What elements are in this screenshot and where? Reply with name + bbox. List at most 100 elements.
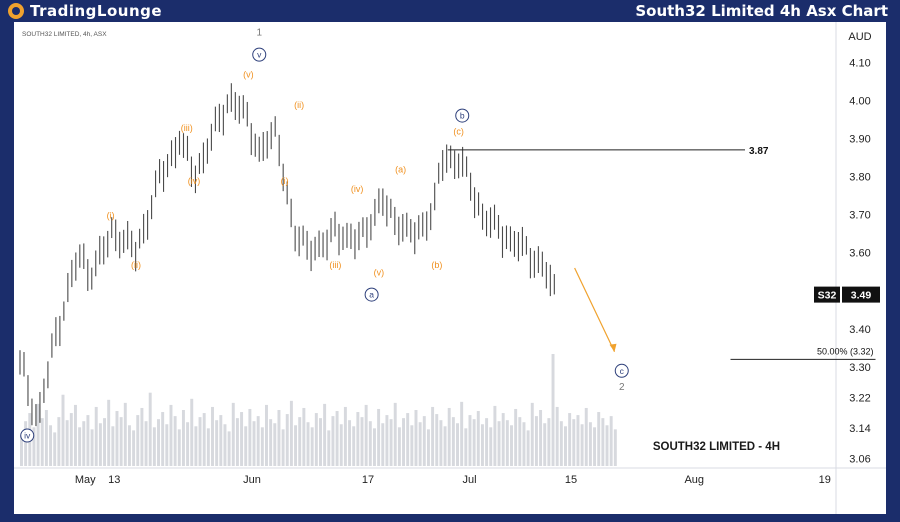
volume-bar: [331, 416, 335, 466]
volume-bar: [177, 429, 181, 466]
volume-bar: [377, 408, 381, 466]
volume-bar: [601, 418, 605, 466]
wave-label-minor: (iii): [329, 260, 341, 270]
volume-bar: [588, 422, 592, 466]
volume-bar: [559, 421, 563, 466]
volume-bar: [613, 429, 617, 466]
watermark-label: SOUTH32 LIMITED - 4H: [653, 441, 780, 453]
wave-circle: [455, 108, 470, 123]
volume-bar: [231, 402, 235, 466]
volume-bar: [372, 428, 376, 466]
volume-bar: [323, 403, 327, 466]
wave-label-minor: (b): [431, 260, 442, 270]
volume-bar: [65, 420, 69, 466]
volume-bar: [310, 427, 314, 466]
volume-bar: [198, 417, 202, 466]
volume-bar: [456, 423, 459, 466]
volume-bar: [539, 410, 543, 466]
last-price-badge: [842, 286, 880, 303]
wave-label-circled: v: [257, 50, 262, 60]
x-tick-label: Jul: [462, 474, 476, 486]
volume-bar: [468, 415, 472, 466]
volume-bar: [547, 418, 551, 466]
volume-bar: [343, 406, 347, 466]
wave-label-circled: c: [620, 366, 625, 376]
volume-bar: [53, 432, 57, 466]
volume-bar: [194, 426, 198, 466]
wave-label-minor: (iv): [351, 184, 364, 194]
volume-bar: [426, 429, 430, 466]
price-chart[interactable]: SOUTH32 LIMITED, 4h, ASX SOUTH32 LIMITED …: [14, 22, 886, 514]
y-tick-label: 3.70: [849, 210, 870, 222]
volume-bar: [36, 403, 40, 466]
volume-bar: [460, 401, 464, 466]
volume-bar: [289, 400, 293, 466]
volume-bar: [136, 415, 140, 466]
volume-bar: [555, 406, 559, 466]
projection-arrow: [574, 267, 616, 352]
volume-bar: [94, 406, 98, 466]
wave-label-minor: (iv): [188, 176, 201, 186]
volume-bar: [493, 405, 497, 466]
volume-bar: [418, 422, 422, 466]
reference-label: 3.87: [749, 146, 769, 157]
chart-title: South32 Limited 4h Asx Chart: [635, 2, 888, 20]
x-tick-label: Jun: [243, 474, 261, 486]
volume-bar: [505, 420, 509, 466]
volume-bar: [260, 427, 264, 466]
volume-bar: [410, 425, 414, 466]
volume-bar: [422, 416, 426, 466]
y-tick-label: 3.14: [849, 423, 870, 435]
volume-bar: [119, 417, 123, 466]
volume-bar: [368, 421, 372, 466]
wave-label-circled: iv: [24, 431, 31, 441]
volume-bar: [173, 416, 177, 466]
volume-bar: [57, 417, 61, 466]
volume-bar: [165, 424, 169, 466]
chart-panel: SOUTH32 LIMITED, 4h, ASX SOUTH32 LIMITED …: [14, 22, 886, 514]
wave-label-primary: 2: [619, 382, 625, 393]
volume-bar: [564, 426, 567, 466]
volume-bar: [339, 424, 343, 466]
volume-bar: [551, 354, 555, 466]
y-tick-label: 3.22: [849, 392, 870, 404]
volume-bar: [314, 413, 318, 466]
volume-bar: [44, 410, 48, 466]
footer-bar: [0, 514, 900, 522]
volume-bar: [248, 408, 252, 466]
ticker-label: S32: [818, 290, 837, 302]
volume-bar: [497, 421, 501, 466]
volume-bar: [98, 423, 102, 466]
volume-bar: [227, 431, 231, 466]
volume-bar: [381, 423, 385, 466]
volume-bar: [78, 427, 82, 466]
wave-label-minor: (iii): [181, 123, 193, 133]
volume-bar: [269, 419, 273, 466]
volume-bar: [123, 402, 127, 466]
y-tick-label: 3.40: [849, 324, 870, 336]
volume-bar: [360, 417, 364, 466]
volume-bar: [393, 402, 397, 466]
volume-bar: [298, 417, 302, 466]
x-tick-label: 19: [819, 474, 831, 486]
volume-bar: [152, 427, 156, 466]
volume-bar: [223, 424, 227, 466]
volume-bar: [140, 407, 144, 466]
x-tick-label: 15: [565, 474, 577, 486]
currency-label: AUD: [848, 31, 871, 43]
volume-bar: [302, 407, 306, 466]
volume-bar: [144, 421, 148, 466]
logo-icon: [8, 3, 24, 19]
volume-bar: [111, 426, 115, 466]
wave-label-minor: (i): [281, 176, 289, 186]
volume-bar: [206, 428, 210, 466]
y-tick-label: 3.30: [849, 362, 870, 374]
volume-bar: [244, 426, 248, 466]
volume-bar: [472, 419, 476, 466]
volume-bar: [306, 422, 310, 466]
wave-label-minor: (c): [453, 127, 464, 137]
wave-label-minor: (a): [395, 165, 406, 175]
volume-bar: [576, 415, 580, 466]
volume-bar: [385, 415, 389, 466]
